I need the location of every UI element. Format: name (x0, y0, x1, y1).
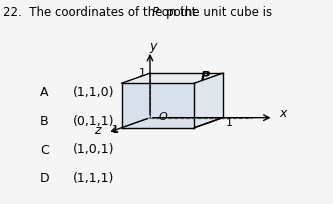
Text: 22.  The coordinates of the point: 22. The coordinates of the point (3, 6, 200, 19)
Polygon shape (122, 74, 223, 84)
Polygon shape (122, 84, 194, 128)
Text: (1,1,1): (1,1,1) (73, 171, 115, 184)
Text: (1,0,1): (1,0,1) (73, 143, 115, 156)
Text: 1: 1 (226, 117, 233, 127)
Text: (0,1,1): (0,1,1) (73, 114, 115, 127)
Text: O: O (158, 111, 167, 121)
Text: z: z (94, 123, 101, 136)
Text: 1: 1 (139, 68, 146, 78)
Text: x: x (280, 106, 287, 119)
Text: 1: 1 (112, 124, 119, 134)
Text: (1,1,0): (1,1,0) (73, 86, 115, 99)
Text: P: P (201, 70, 210, 83)
Text: A: A (40, 86, 49, 99)
Text: C: C (40, 143, 49, 156)
Text: y: y (150, 40, 157, 53)
Text: D: D (40, 171, 50, 184)
Text: B: B (40, 114, 49, 127)
Text: P: P (152, 6, 159, 19)
Polygon shape (194, 74, 223, 128)
Text: on the unit cube is: on the unit cube is (158, 6, 272, 19)
